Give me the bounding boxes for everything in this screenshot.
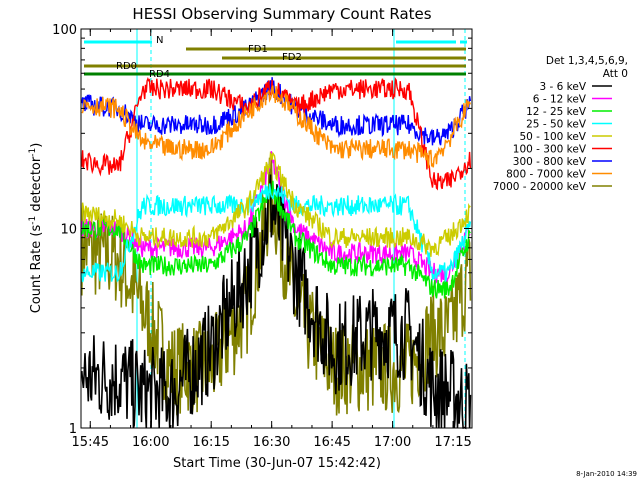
flag-label: RD0 <box>116 61 137 72</box>
data-series <box>81 76 472 430</box>
legend-label: 50 - 100 keV <box>519 131 586 143</box>
legend-label: 800 - 7000 keV <box>506 169 587 181</box>
legend-header: Det 1,3,4,5,6,9, <box>546 55 628 67</box>
plot-footer: 8-Jan-2010 14:39 <box>576 470 637 478</box>
flag-label: FD1 <box>248 44 268 55</box>
series-line <box>81 85 472 169</box>
x-axis-label: Start Time (30-Jun-07 15:42:42) <box>173 456 381 471</box>
legend-label: 6 - 12 keV <box>533 94 587 106</box>
x-tick-label: 16:15 <box>192 435 229 450</box>
x-tick-label: 16:45 <box>313 435 350 450</box>
y-tick-label: 10 <box>60 223 77 238</box>
flag-label: FD2 <box>282 52 302 63</box>
x-tick-label: 17:00 <box>374 435 411 450</box>
flag-label: RD4 <box>149 69 170 80</box>
y-tick-label: 1 <box>69 422 77 437</box>
x-tick-label: 17:15 <box>434 435 471 450</box>
legend-header: Att 0 <box>603 68 628 80</box>
legend-label: 300 - 800 keV <box>513 156 587 168</box>
plot-frame <box>80 28 473 429</box>
legend-label: 100 - 300 keV <box>513 144 587 156</box>
y-axis-label: Count Rate (s-1 detector-1) <box>28 143 44 314</box>
axis-ticks: 15:45 16:00 16:15 16:30 16:45 17:00 17:15 1 10 10… <box>52 23 472 450</box>
legend-label: 25 - 50 keV <box>526 119 587 131</box>
series-line <box>81 154 472 416</box>
series-line <box>81 151 471 257</box>
x-tick-label: 15:45 <box>72 435 109 450</box>
legend-label: 7000 - 20000 keV <box>493 181 587 193</box>
legend-label: 12 - 25 keV <box>526 106 587 118</box>
chart-title: HESSI Observing Summary Count Rates <box>132 5 431 23</box>
flag-label: N <box>156 35 163 46</box>
observing-bars: N FD1 FD2 RD0 RD4 <box>80 29 467 428</box>
series-line <box>81 183 472 283</box>
svg-text:Count Rate (s-1 detector-1): Count Rate (s-1 detector-1) <box>28 143 44 314</box>
x-tick-label: 16:00 <box>132 435 169 450</box>
y-tick-label: 100 <box>52 23 77 38</box>
series-line <box>81 174 472 430</box>
x-tick-label: 16:30 <box>253 435 290 450</box>
legend-label: 3 - 6 keV <box>539 81 586 93</box>
